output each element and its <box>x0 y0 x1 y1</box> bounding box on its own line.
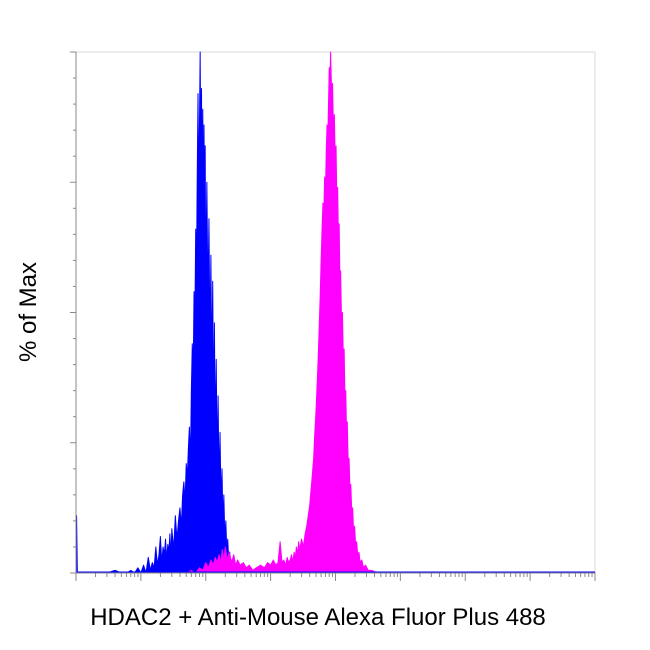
x-axis-title: HDAC2 + Anti-Mouse Alexa Fluor Plus 488 <box>90 604 546 631</box>
y-axis-title: % of Max <box>15 262 42 362</box>
series-magenta-histogram <box>75 51 596 574</box>
plot-area <box>70 51 596 581</box>
